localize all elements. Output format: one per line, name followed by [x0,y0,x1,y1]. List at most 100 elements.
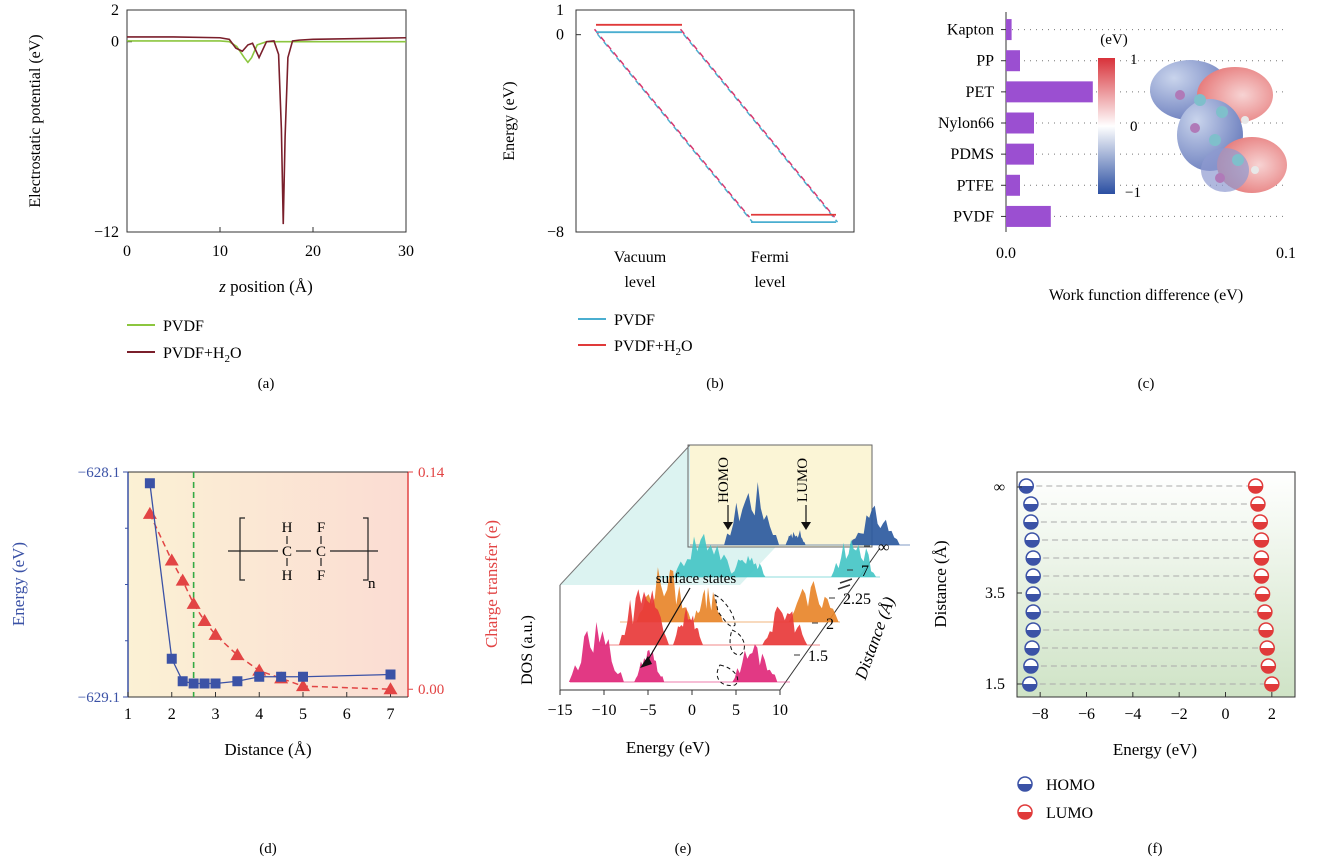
panel-b-cat-fermi-1: Fermi [751,249,790,266]
panel-f-legend-lumo-marker [1017,804,1033,820]
panel-a-ytick-label: −12 [94,224,119,241]
panel-d-xtick-label: 3 [212,706,220,723]
panel-b-dashed-right [682,33,839,223]
panel-d-left-tick-label: −629.1 [78,690,120,706]
svg-text:F: F [317,568,325,584]
panel-d-charge-transfer-line [149,513,391,690]
panel-c-bar-pdms [1006,143,1034,165]
panel-b-dashed-left [596,33,754,223]
panel-e-axis-break-2 [837,584,851,590]
panel-e-dos-peak [732,644,778,682]
panel-d-energy-point [166,653,177,664]
panel-d-xtick-label: 7 [387,706,395,723]
panel-c-colorbar-tick-1: 1 [1130,52,1138,68]
panel-d-charge-transfer-point [164,553,179,566]
svg-text:H: H [282,568,293,584]
panel-e-label: (e) [675,841,692,857]
panel-d-ylabel-right: Charge transfer (e) [482,520,501,648]
panel-e-dos-peak [785,530,806,545]
panel-a-line-pvdf-h2o [127,36,407,225]
panel-e-axis-break-1 [839,578,853,584]
panel-d-xtick-label: 5 [299,706,307,723]
panel-d-ylabel-left: Energy (eV) [9,542,28,626]
panel-c: Kapton PP PET Nylon66 PDMS PTFE PVDF 0.0 0.1 Wor… [938,12,1296,392]
panel-e-dos-peak [831,539,877,577]
panel-e-xtick-label: 10 [772,702,788,719]
panel-e-ticks: −15 −10 −5 0 5 10 ∞ 7 2.25 2 1.5 [547,539,889,719]
panel-a-legend-pvdf-h2o: PVDF+H2O [163,345,242,365]
panel-d-right-tick-label: 0.00 [418,682,444,698]
panel-e-depth-tick-label: 1.5 [808,648,828,665]
panel-c-xlabel: Work function difference (eV) [1049,287,1243,304]
panel-d-charge-transfer-point [186,596,201,609]
panel-d-energy-point [232,676,243,687]
panel-f-plot-area [1016,471,1296,698]
panel-a-xtick-label: 0 [123,243,131,260]
panel-d-energy-point [385,669,396,680]
panel-c-bar-pp [1006,50,1020,72]
panel-f-xtick-label: −8 [1032,706,1049,723]
panel-f-lumo-point-fill [1250,504,1265,511]
panel-f-legend-lumo: LUMO [1046,805,1093,822]
panel-b-cat-fermi-2: level [754,274,786,291]
panel-f-series [1018,478,1280,692]
panel-e-back-frame [687,444,873,548]
panel-d-energy-point [188,678,199,689]
svg-text:C: C [282,544,292,560]
panel-b-cat-vacuum-1: Vacuum [614,249,667,266]
panel-a-xlabel: z position (Å) [218,277,313,296]
panel-f-lumo-point-fill [1254,558,1269,565]
panel-e-depth-tick-label: 7 [861,563,869,580]
panel-b-label: (b) [706,376,724,392]
panel-c-bar-nylon66 [1006,112,1034,134]
panel-e-surface-states-label: surface states [656,571,737,587]
panel-a-legend-pvdf: PVDF [163,318,204,335]
panel-b: 1 0 −8 Energy (eV) Vacuum level Fermi leve… [501,2,855,392]
panel-f-lumo-point-fill [1248,486,1263,493]
panel-d-energy-point [210,678,221,689]
panel-e-edge-1 [559,444,691,586]
panel-b-ytick-label: 1 [556,2,564,19]
panel-f-lumo-point-fill [1259,630,1274,638]
panel-e-homo-arrowhead [723,522,733,530]
panel-c-colorbar-unit: (eV) [1100,32,1127,48]
panel-f-ytick-label: 3.5 [985,585,1005,602]
svg-text:F: F [317,520,325,536]
panel-c-bar-ptfe [1006,174,1020,196]
panel-a-line-pvdf [127,40,406,64]
panel-c-category-label: Nylon66 [938,115,994,132]
panel-d-right-tick-label: 0.14 [418,465,445,481]
pvdf-structure: H C H F C F n [228,517,378,592]
panel-d-charge-transfer-point [296,679,310,692]
panel-f-xtick-label: −4 [1124,706,1141,723]
panel-f-homo-point-fill [1019,486,1034,493]
panel-f-xtick-label: −2 [1171,706,1188,723]
panel-f-lumo-point-fill [1254,576,1269,584]
panel-e-dos-peak [693,587,723,622]
svg-text:n: n [368,576,376,592]
panel-d-energy-point [254,671,265,682]
panel-e-dos-peak [674,533,734,577]
panel-c-category-label: PET [966,84,995,101]
panel-a-ylabel: Electrostatic potential (eV) [27,34,44,207]
panel-f-ylabel: Distance (Å) [931,540,950,627]
panel-e-dos-peak [849,505,900,545]
panel-a-ytick-label: 2 [111,2,119,19]
panel-c-category-label: PTFE [957,177,994,194]
panel-c-bar-kapton [1006,19,1012,41]
panel-f-lumo-point-fill [1255,594,1270,601]
panel-b-cat-vacuum-2: level [624,274,656,291]
panel-c-colorbar-tick-0: 0 [1130,119,1138,135]
panel-d-label: (d) [259,841,277,857]
panel-d-energy-point [276,671,287,682]
panel-b-dashed-right [679,28,836,218]
panel-c-bar-pet [1006,81,1093,103]
panel-e-depth-tick-label: 2.25 [843,591,871,608]
panel-f-xtick-label: 0 [1222,706,1230,723]
panel-c-bar-pvdf [1006,205,1051,227]
panel-f-lumo-point-fill [1254,540,1269,547]
panel-d-left-tick-label: −628.1 [78,465,120,481]
panel-a-xtick-label: 20 [305,243,321,260]
panel-d-ticks: 1 2 3 4 5 6 7 −628.1 −629.1 0.14 0.00 [78,465,445,723]
panel-d-energy-point [298,671,308,682]
